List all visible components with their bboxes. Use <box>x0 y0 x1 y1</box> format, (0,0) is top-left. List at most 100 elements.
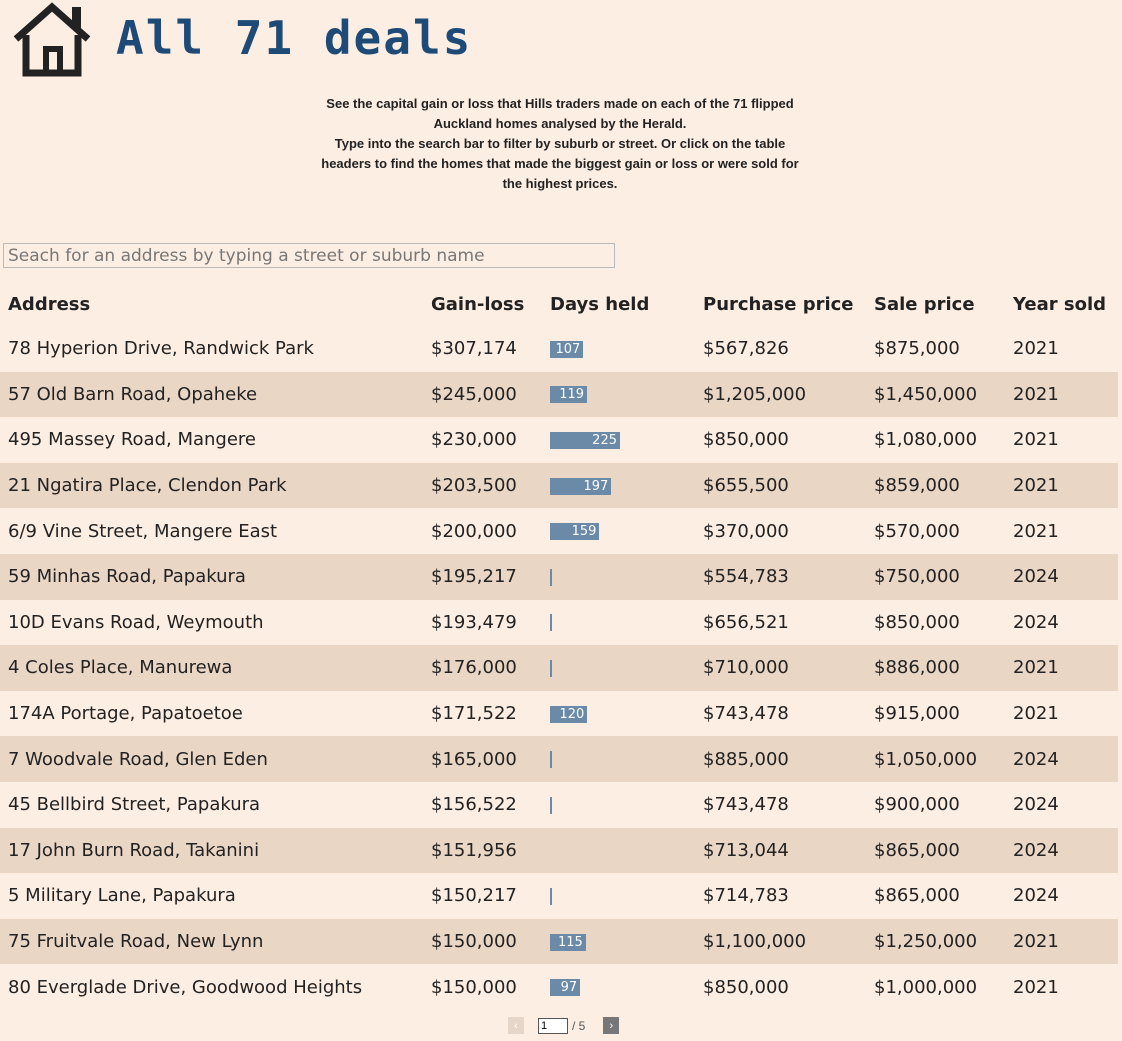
sale-price-cell: $1,000,000 <box>874 976 978 998</box>
chevron-left-icon[interactable]: ‹ <box>508 1017 524 1034</box>
table-row: 57 Old Barn Road, Opaheke $245,000 119 $1,2… <box>0 371 1118 418</box>
sale-price-cell: $1,050,000 <box>866 736 1005 782</box>
year-sold-cell: 2021 <box>1013 520 1059 542</box>
days-held-cell: 115 <box>542 918 695 965</box>
purchase-price-cell: $710,000 <box>695 645 866 691</box>
sale-price-cell: $750,000 <box>866 553 1005 600</box>
year-sold-cell: 2024 <box>1005 553 1118 600</box>
gain-loss-cell: $150,000 <box>423 918 542 965</box>
year-sold-cell: 2021 <box>1005 371 1118 418</box>
days-held-bar <box>550 796 552 814</box>
gain-loss-cell: $200,000 <box>431 520 517 542</box>
page-number-input[interactable] <box>538 1017 568 1034</box>
column-header-days-held[interactable]: Days held <box>550 293 650 315</box>
table-row: 7 Woodvale Road, Glen Eden $165,000 $885,0… <box>0 736 1118 782</box>
intro-text: See the capital gain or loss that Hills … <box>310 94 810 194</box>
purchase-price-cell: $370,000 <box>703 520 789 542</box>
table-row: 75 Fruitvale Road, New Lynn $150,000 115 $1… <box>0 918 1118 965</box>
column-header-purchase-price[interactable]: Purchase price <box>703 293 854 315</box>
address-cell: 59 Minhas Road, Papakura <box>0 553 423 600</box>
address-cell: 17 John Burn Road, Takanini <box>0 827 423 874</box>
gain-loss-cell: $230,000 <box>431 429 517 451</box>
sale-price-cell: $865,000 <box>866 827 1005 874</box>
gain-loss-cell: $165,000 <box>423 736 542 782</box>
days-held-bar: 197 <box>550 477 612 495</box>
address-cell: 174A Portage, Papatoetoe <box>8 703 243 725</box>
days-held-cell <box>542 736 695 782</box>
year-sold-cell: 2021 <box>1013 429 1059 451</box>
purchase-price-cell: $567,826 <box>703 338 789 360</box>
sale-price-cell: $859,000 <box>866 462 1005 509</box>
days-held-cell: 119 <box>542 371 695 418</box>
gain-loss-cell: $245,000 <box>423 371 542 418</box>
address-cell: 495 Massey Road, Mangere <box>8 429 257 451</box>
purchase-price-cell: $1,205,000 <box>695 371 866 418</box>
purchase-price-cell: $885,000 <box>695 736 866 782</box>
days-held-bar: 97 <box>550 979 581 997</box>
table-row: 59 Minhas Road, Papakura $195,217 $554,783… <box>0 553 1118 600</box>
year-sold-cell: 2021 <box>1005 918 1118 965</box>
table-row: 4 Coles Place, Manurewa $176,000 $710,000 $… <box>0 645 1118 691</box>
sale-price-cell: $875,000 <box>874 338 960 360</box>
days-held-bar <box>550 614 553 632</box>
table-row: 174A Portage, Papatoetoe $171,522 120 $743,… <box>0 691 1118 737</box>
days-held-cell: 120 <box>542 691 695 737</box>
sale-price-cell: $1,250,000 <box>866 918 1005 965</box>
days-held-cell: 159 <box>542 508 695 554</box>
days-held-bar: 115 <box>550 933 586 951</box>
gain-loss-cell: $151,956 <box>423 827 542 874</box>
purchase-price-cell: $655,500 <box>695 462 866 509</box>
purchase-price-cell: $713,044 <box>695 827 866 874</box>
column-header-address[interactable]: Address <box>8 293 91 315</box>
purchase-price-cell: $1,100,000 <box>695 918 866 965</box>
days-held-bar: 225 <box>550 431 620 449</box>
purchase-price-cell: $656,521 <box>703 611 789 633</box>
column-header-sale-price[interactable]: Sale price <box>874 293 975 315</box>
table-row: 21 Ngatira Place, Clendon Park $203,500 19… <box>0 462 1118 509</box>
gain-loss-cell: $150,217 <box>431 885 517 907</box>
year-sold-cell: 2021 <box>1005 645 1118 691</box>
days-held-bar <box>550 887 552 905</box>
table-row: 78 Hyperion Drive, Randwick Park $307,174… <box>0 326 1118 372</box>
table-row: 10D Evans Road, Weymouth $193,479 $656,521… <box>0 600 1118 646</box>
year-sold-cell: 2021 <box>1005 462 1118 509</box>
table-row: 17 John Burn Road, Takanini $151,956 $713,… <box>0 827 1118 874</box>
gain-loss-cell: $307,174 <box>431 338 517 360</box>
gain-loss-cell: $171,522 <box>431 703 517 725</box>
gain-loss-cell: $203,500 <box>423 462 542 509</box>
days-held-bar <box>550 568 552 586</box>
purchase-price-cell: $714,783 <box>703 885 789 907</box>
address-cell: 6/9 Vine Street, Mangere East <box>8 520 278 542</box>
search-input[interactable] <box>3 243 615 268</box>
address-cell: 7 Woodvale Road, Glen Eden <box>0 736 423 782</box>
days-held-cell <box>542 873 695 919</box>
page-title: All 71 deals <box>116 11 473 65</box>
year-sold-cell: 2024 <box>1013 794 1059 816</box>
purchase-price-cell: $743,478 <box>703 794 789 816</box>
column-header-gain-loss[interactable]: Gain-loss <box>431 293 525 315</box>
year-sold-cell: 2024 <box>1005 736 1118 782</box>
deals-table: Address Gain-loss Days held Purchase pri… <box>0 282 1118 1010</box>
gain-loss-cell: $156,522 <box>431 794 517 816</box>
chevron-right-icon[interactable]: › <box>603 1017 620 1034</box>
days-held-bar: 159 <box>550 523 600 541</box>
gain-loss-cell: $176,000 <box>423 645 542 691</box>
days-held-cell <box>542 600 695 646</box>
year-sold-cell: 2024 <box>1013 611 1059 633</box>
year-sold-cell: 2021 <box>1013 703 1059 725</box>
header: All 71 deals <box>8 0 472 80</box>
address-cell: 78 Hyperion Drive, Randwick Park <box>8 338 314 360</box>
address-cell: 4 Coles Place, Manurewa <box>0 645 423 691</box>
sale-price-cell: $1,080,000 <box>874 429 978 451</box>
table-row: 80 Everglade Drive, Goodwood Heights $150… <box>0 964 1118 1010</box>
days-held-cell: 107 <box>542 326 695 372</box>
table-row: 5 Military Lane, Papakura $150,217 $714,78… <box>0 873 1118 919</box>
table-row: 6/9 Vine Street, Mangere East $200,000 159… <box>0 508 1118 554</box>
sale-price-cell: $886,000 <box>866 645 1005 691</box>
address-cell: 21 Ngatira Place, Clendon Park <box>0 462 423 509</box>
intro-line-2: Type into the search bar to filter by su… <box>321 136 799 191</box>
address-cell: 80 Everglade Drive, Goodwood Heights <box>8 976 363 998</box>
days-held-bar: 120 <box>550 705 588 723</box>
address-cell: 57 Old Barn Road, Opaheke <box>0 371 423 418</box>
column-header-year-sold[interactable]: Year sold <box>1013 293 1107 315</box>
